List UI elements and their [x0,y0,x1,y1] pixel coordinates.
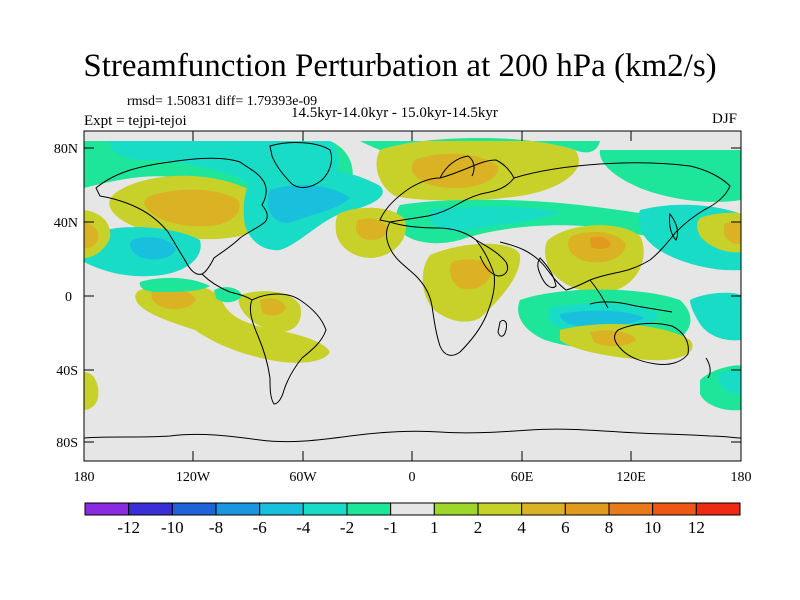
colorbar-box [608,502,654,516]
contour-region-asia-core-inner [590,236,611,250]
experiment-label: Expt = tejpi-tejoi [84,113,187,129]
colorbar-box [302,502,348,516]
contour-region-africa-core [450,259,492,290]
contour-region-se-pacific-neg [690,292,741,341]
contour-region-australia-core [590,330,636,347]
stats-label: rmsd= 1.50831 diff= 1.79393e-09 [127,94,318,109]
colorbar-box [564,502,610,516]
period-subtitle: 14.5kyr-14.0kyr - 15.0kyr-14.5kyr [291,105,498,121]
coast-japan [669,212,679,241]
colorbar-box [128,502,173,516]
contour-region-eurasia-neg-core [430,206,560,232]
colorbar-box [259,502,304,516]
coastlines [84,142,741,443]
colorbar-label: -6 [253,518,267,537]
season-label: DJF [712,111,738,127]
contour-region-atlantic-neg-core [268,184,350,223]
lat-label: 80S [56,436,78,451]
coast-scandinavia [439,155,475,179]
lon-label: 120W [176,470,211,485]
colorbar-label: 1 [430,518,439,537]
colorbar-box [652,502,697,516]
coast-south-america [249,293,327,405]
lat-label: 0 [65,290,72,305]
colorbar-label: -1 [384,518,398,537]
contour-region-south-pacific-green-blob [214,287,242,303]
colorbar-label: 10 [644,518,661,537]
coast-indonesia [589,301,673,313]
lon-label: 0 [409,470,416,485]
colorbar-label: -10 [161,518,184,537]
coast-arabia [475,239,509,277]
lon-ticks [83,131,742,461]
colorbar-label: 12 [688,518,705,537]
contour-region-indian-ocean-neg-inner [560,310,644,327]
colorbar-box [390,502,435,516]
contour-region-south-pacific-core [151,289,196,310]
plot-title: Streamfunction Perturbation at 200 hPa (… [83,48,717,84]
colorbar-label: -12 [117,518,140,537]
contour-region-south-dateline-pos-e-core [718,370,741,394]
contour-region-atlantic-subtrop-core [355,218,388,240]
coast-central-america [201,273,253,301]
colorbar-box [695,502,741,516]
coast-europe [379,159,515,223]
lon-label: 60E [511,470,534,485]
contour-region-europe-outer [360,137,600,153]
coast-antarctica [84,428,741,443]
lat-label: 40N [54,216,78,231]
colorbar-box [171,502,217,516]
coast-madagascar [497,319,507,337]
lon-label: 180 [74,470,95,485]
lon-tick-labels: 180 120W 60W 0 60E 120E 180 [74,470,752,485]
contour-region-s-america-core [260,298,286,316]
colorbar-label: 2 [474,518,483,537]
contour-region-south-pacific-green-edge [139,277,210,292]
colorbar-label: -4 [296,518,311,537]
coast-north-america [95,157,268,275]
colorbar-label: 6 [561,518,570,537]
colorbar-label: 4 [517,518,526,537]
colorbar-box [477,502,523,516]
coast-new-zealand [705,357,711,379]
colorbar-box [521,502,566,516]
lon-label: 120E [616,470,646,485]
contour-region-south-dateline-pos-w [84,372,99,410]
contour-region-europe-core [412,153,499,188]
colorbar-label: -2 [340,518,354,537]
contour-region-dateline-positive-e-core [724,222,741,245]
contour-region-nw-pacific-neg-core [130,237,176,260]
colorbar-box [84,502,130,516]
lon-label: 180 [731,470,752,485]
coast-india [537,257,557,289]
coast-australia [614,322,689,365]
lat-tick-labels: 80N 40N 0 40S 80S [54,142,78,451]
colorbar-box [215,502,261,516]
coast-africa [385,221,495,356]
contour-region-dateline-positive-w-core [84,222,99,249]
colorbar-box [346,502,392,516]
coast-se-asia [589,279,609,309]
contour-region-north-america-core [144,189,240,227]
coast-greenland [269,142,333,188]
colorbar-box [433,502,479,516]
coast-asia [499,162,731,291]
lat-label: 40S [56,364,78,379]
colorbar-label: -8 [209,518,223,537]
colorbar-label: 8 [605,518,614,537]
lon-label: 60W [289,470,317,485]
lat-ticks [84,147,741,443]
lat-label: 80N [54,142,78,157]
